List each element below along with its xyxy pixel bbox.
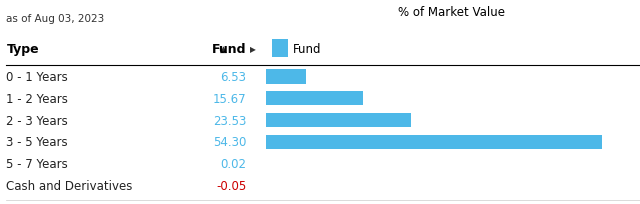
Text: 0.02: 0.02 (220, 157, 246, 171)
Text: Cash and Derivatives: Cash and Derivatives (6, 179, 132, 192)
Text: 1 - 2 Years: 1 - 2 Years (6, 92, 68, 105)
Text: 2 - 3 Years: 2 - 3 Years (6, 114, 68, 127)
Text: Type: Type (6, 42, 39, 55)
Text: ▲: ▲ (220, 44, 227, 53)
Text: 0 - 1 Years: 0 - 1 Years (6, 71, 68, 83)
Text: 54.30: 54.30 (213, 136, 246, 149)
Text: 6.53: 6.53 (220, 71, 246, 83)
Bar (266, 92, 362, 106)
Text: 3 - 5 Years: 3 - 5 Years (6, 136, 68, 149)
Text: Fund: Fund (293, 42, 322, 55)
Bar (272, 40, 288, 58)
Text: 15.67: 15.67 (212, 92, 246, 105)
Text: Fund: Fund (212, 42, 246, 55)
Bar (266, 135, 602, 149)
Text: % of Market Value: % of Market Value (397, 6, 505, 19)
Bar (266, 113, 411, 128)
Text: 5 - 7 Years: 5 - 7 Years (6, 157, 68, 171)
Bar (266, 70, 306, 84)
Text: 23.53: 23.53 (213, 114, 246, 127)
Text: ▶: ▶ (250, 44, 255, 53)
Text: as of Aug 03, 2023: as of Aug 03, 2023 (6, 14, 105, 24)
Text: -0.05: -0.05 (216, 179, 246, 192)
